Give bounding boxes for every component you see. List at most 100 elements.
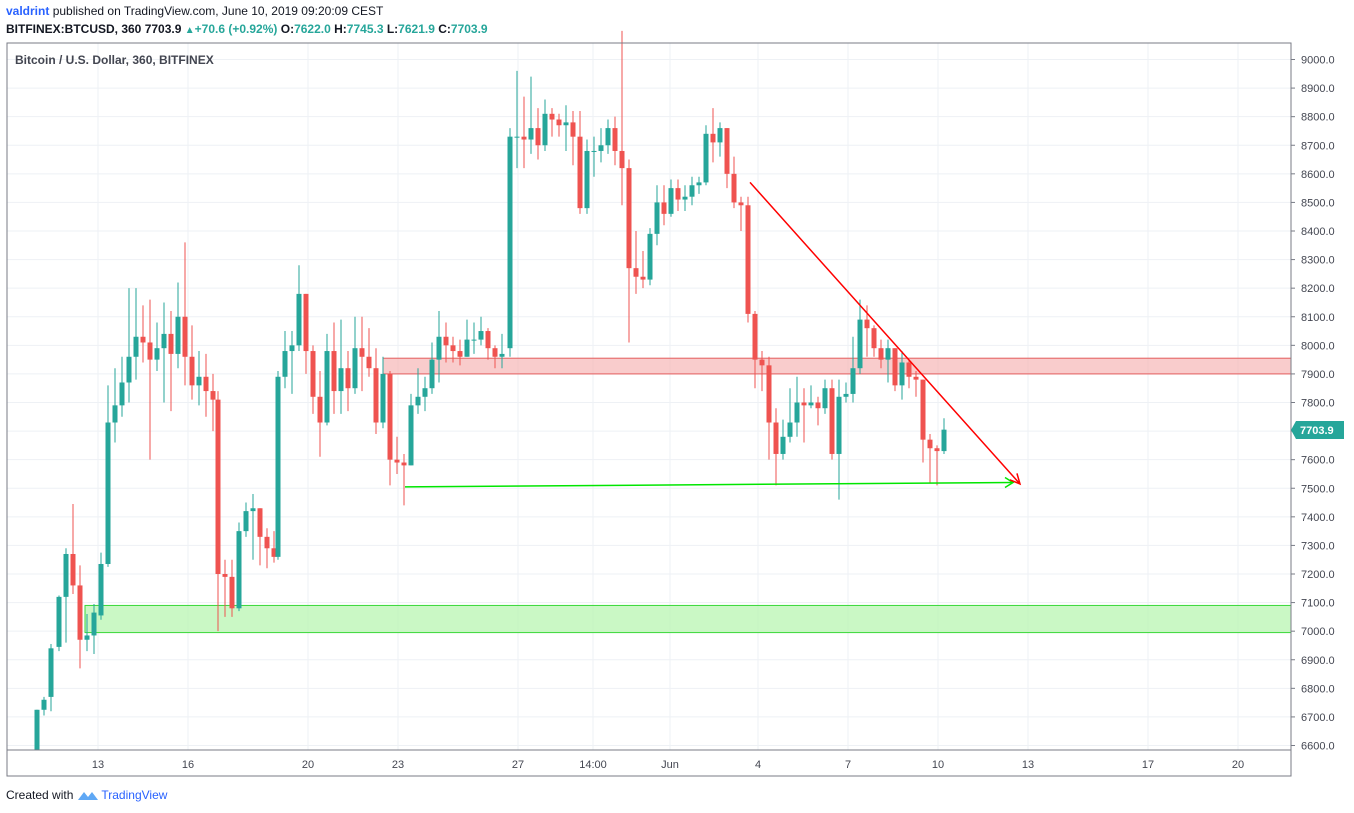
candle-body (264, 536, 270, 549)
candle (324, 333, 330, 426)
last-price: 7703.9 (144, 22, 182, 36)
candle (415, 368, 421, 414)
candle (203, 353, 209, 417)
candle (794, 376, 800, 437)
price-tick-label: 8400.0 (1301, 226, 1335, 238)
candle (345, 351, 351, 412)
candle (731, 156, 737, 209)
price-tick-label: 7800.0 (1301, 398, 1335, 410)
candle-body (210, 391, 216, 400)
candle-body (815, 402, 821, 409)
candle-body (359, 348, 365, 357)
last-price-label-text: 7703.9 (1300, 425, 1334, 437)
candle (182, 242, 188, 386)
price-tick-label: 8800.0 (1301, 112, 1335, 124)
candle-body (591, 150, 597, 152)
candle-body (626, 168, 632, 269)
candle-body (647, 233, 653, 280)
price-tick-label: 8000.0 (1301, 340, 1335, 352)
change-up-icon: ▲ (184, 25, 195, 36)
candle-body (443, 336, 449, 346)
candle (147, 299, 153, 460)
candle (591, 136, 597, 177)
candle-body (878, 348, 884, 360)
time-tick-label: 14:00 (579, 759, 607, 771)
candle (766, 356, 772, 460)
candle-body (808, 402, 814, 406)
candle (647, 228, 653, 286)
tradingview-link[interactable]: TradingView (101, 788, 168, 802)
symbol-name: BITFINEX:BTCUSD, 360 (6, 22, 142, 36)
candle (675, 179, 681, 211)
open-label: O: (280, 22, 295, 36)
price-tick-label: 8500.0 (1301, 197, 1335, 209)
zones (84, 357, 1292, 634)
candle (738, 196, 744, 231)
candle (752, 311, 758, 389)
footer: Created with TradingView (6, 788, 167, 803)
candle (633, 231, 639, 294)
candle (899, 351, 905, 400)
candle (168, 311, 174, 412)
candle-body (654, 202, 660, 234)
chart-title: Bitcoin / U.S. Dollar, 360, BITFINEX (15, 53, 214, 67)
candle-body (175, 316, 181, 354)
candle-body (236, 531, 242, 609)
candle (577, 110, 583, 214)
support-arrowhead (1004, 476, 1015, 489)
candle (570, 110, 576, 166)
candles (34, 30, 947, 750)
candle (359, 316, 365, 392)
price-tick-label: 7500.0 (1301, 483, 1335, 495)
candle-body (471, 339, 477, 341)
price-tick-label: 7100.0 (1301, 598, 1335, 610)
candle (338, 319, 344, 414)
candle-body (215, 399, 221, 574)
price-tick-label: 7000.0 (1301, 626, 1335, 638)
candle (140, 305, 146, 363)
candle-body (724, 128, 730, 174)
candle (682, 185, 688, 211)
candle (696, 176, 702, 194)
candle-body (563, 122, 569, 126)
candle-body (528, 128, 534, 140)
candle-body (703, 133, 709, 183)
candle (556, 113, 562, 137)
candle (661, 185, 667, 226)
time-tick-label: 10 (932, 759, 944, 771)
time-tick-label: 17 (1142, 759, 1154, 771)
candle-body (401, 462, 407, 466)
candle-body (243, 511, 249, 532)
price-tick-label: 8600.0 (1301, 169, 1335, 181)
candle (605, 119, 611, 154)
candle-body (394, 459, 400, 463)
candle (920, 379, 926, 463)
candle-body (338, 368, 344, 392)
candle (654, 185, 660, 246)
price-tick-label: 6700.0 (1301, 712, 1335, 724)
candle (243, 502, 249, 537)
candle (189, 325, 195, 400)
candle (836, 379, 842, 500)
candle (133, 288, 139, 380)
candle-body (317, 396, 323, 423)
candle-body (794, 402, 800, 423)
candle (34, 709, 40, 750)
author-username[interactable]: valdrint (6, 4, 50, 18)
low-label: L: (386, 22, 399, 36)
candle (450, 336, 456, 363)
candle (521, 96, 527, 169)
candle (387, 371, 393, 486)
candle (257, 508, 263, 566)
candle (436, 311, 442, 383)
candle (112, 368, 118, 443)
price-tick-label: 7600.0 (1301, 455, 1335, 467)
candle-body (941, 429, 947, 452)
candle-body (598, 145, 604, 151)
candle (787, 388, 793, 443)
price-tick-label: 8300.0 (1301, 255, 1335, 267)
candle (91, 604, 97, 655)
candle-body (422, 388, 428, 397)
candle (934, 445, 940, 486)
